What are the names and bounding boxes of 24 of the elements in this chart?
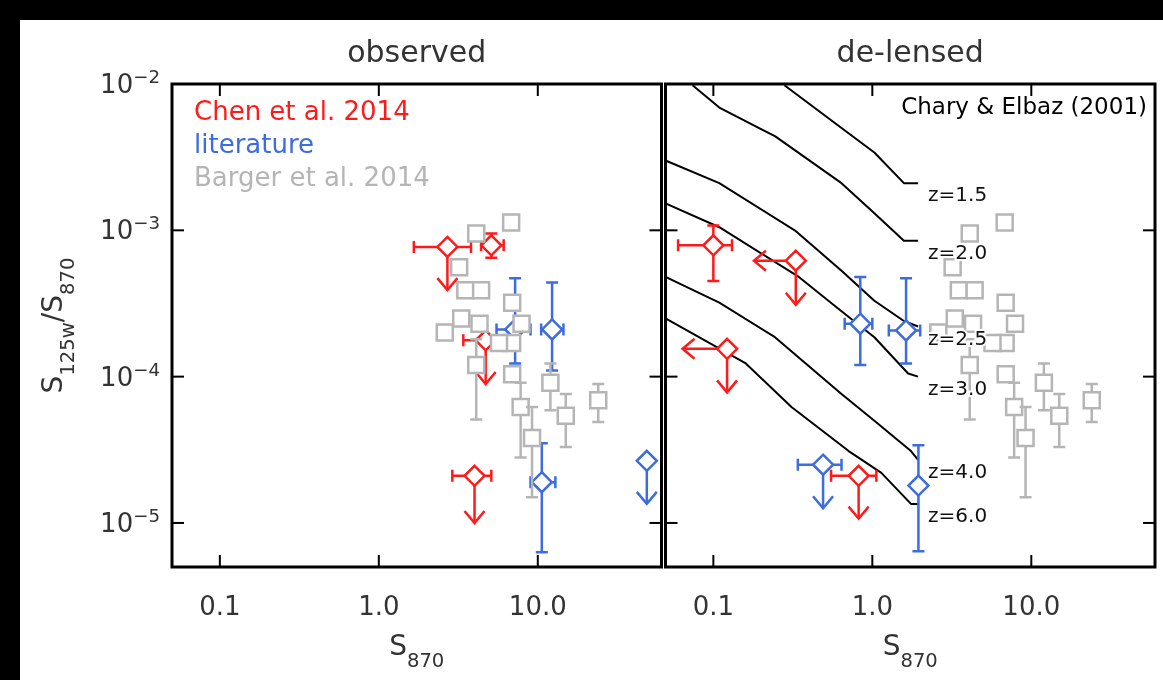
series-label: z=3.0 [928,375,988,400]
x-tick-label: 0.1 [199,591,241,621]
series-label: z=6.0 [928,502,988,527]
annotation: Chary & Elbaz (2001) [901,93,1147,119]
y-tick-label: 10$^{−4}$ [100,358,160,392]
series-label: z=2.5 [928,325,988,350]
y-tick-label: 10$^{−3}$ [100,211,160,246]
x-tick-label: 1.0 [358,591,400,621]
x-axis-title: S$_{870}$ [882,629,938,672]
x-tick-label: 10.0 [1002,591,1061,621]
series-label: z=1.5 [928,182,988,207]
series-label: z=4.0 [928,458,988,483]
x-tick-label: 1.0 [851,591,894,621]
chart-title: observed [347,34,487,69]
text: literature [194,129,315,159]
text: Chen et al. 2014 [194,96,410,126]
y-tick-label: 10$^{−5}$ [100,504,160,538]
y-tick-label: 10$^{−2}$ [100,65,160,99]
x-tick-label: 10.0 [508,591,567,621]
series-label: z=2.0 [928,239,988,264]
series-label: Barger et al. 2014 [194,162,430,192]
x-axis-title: S$_{870}$ [389,629,445,672]
chart-title: de-lensed [836,34,984,69]
x-tick-label: 0.1 [692,591,735,621]
